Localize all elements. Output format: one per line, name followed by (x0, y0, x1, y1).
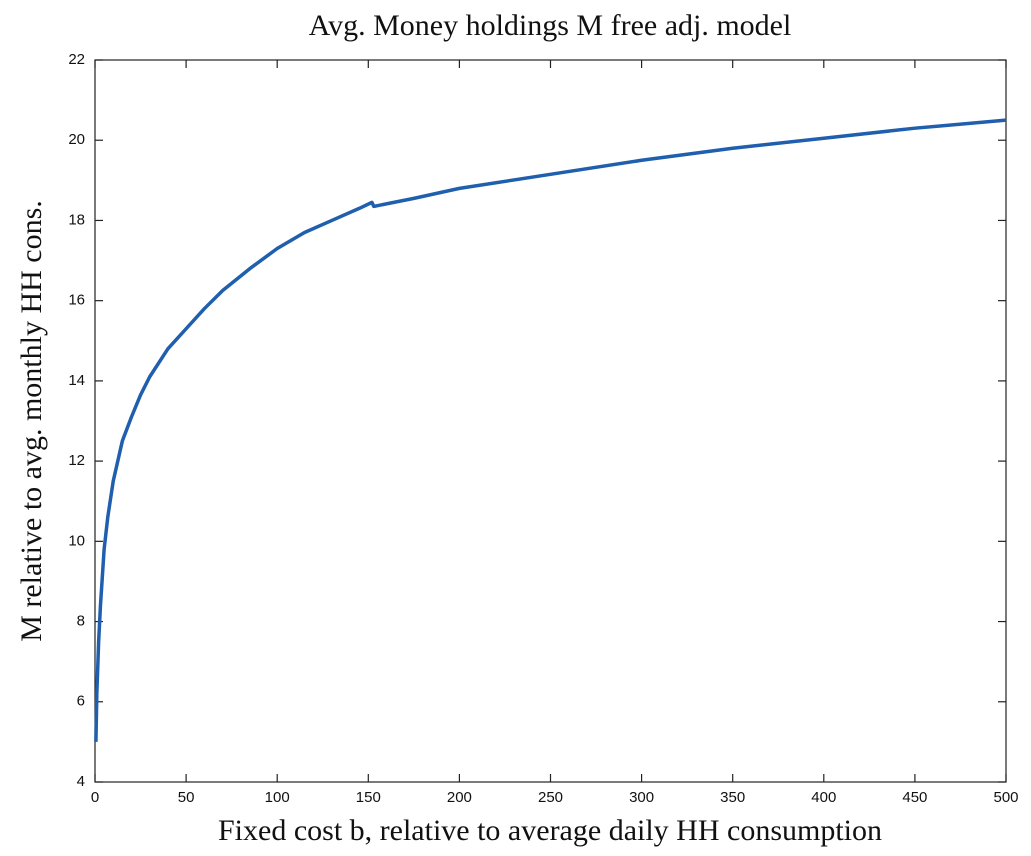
data-line (94, 118, 1007, 742)
y-tick-label: 22 (68, 51, 85, 68)
x-tick-label: 350 (720, 789, 745, 806)
y-tick-label: 10 (68, 532, 85, 549)
y-tick-label: 16 (68, 292, 85, 309)
x-tick-label: 100 (265, 789, 290, 806)
plot-frame (94, 59, 1007, 783)
y-axis-label: M relative to avg. monthly HH cons. (15, 200, 48, 642)
x-tick-label: 450 (902, 789, 927, 806)
x-tick-label: 300 (629, 789, 654, 806)
chart-title: Avg. Money holdings M free adj. model (309, 9, 792, 42)
x-tick-label: 500 (993, 789, 1018, 806)
x-tick-label: 150 (356, 789, 381, 806)
y-tick-label: 8 (77, 613, 85, 630)
x-tick-label: 250 (538, 789, 563, 806)
y-tick-label: 20 (68, 131, 85, 148)
x-axis-label: Fixed cost b, relative to average daily … (218, 814, 882, 847)
x-tick-label: 400 (811, 789, 836, 806)
x-tick-label: 50 (178, 789, 195, 806)
x-tick-label: 0 (91, 789, 99, 806)
y-tick-label: 4 (77, 773, 85, 790)
y-tick-label: 12 (68, 452, 85, 469)
y-tick-label: 14 (68, 372, 85, 389)
x-tick-label: 200 (447, 789, 472, 806)
y-tick-label: 6 (77, 693, 85, 710)
y-tick-label: 18 (68, 211, 85, 228)
